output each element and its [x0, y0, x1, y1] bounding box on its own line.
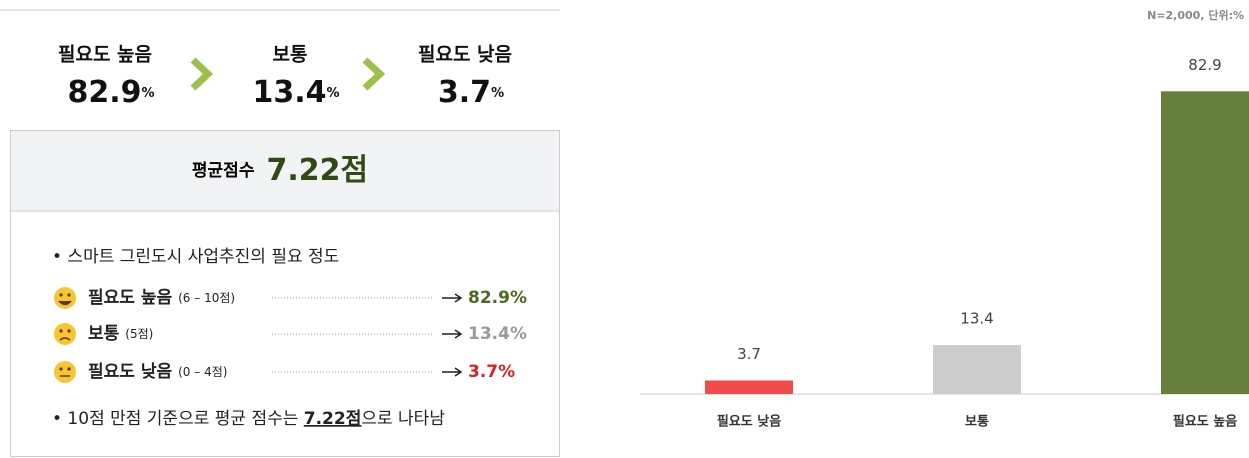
summary-number: 3.7 [438, 75, 491, 110]
data-label: 82.9 [1188, 56, 1221, 74]
emoji-mouth [58, 300, 72, 306]
summary-unit: % [142, 86, 155, 101]
summary-value: 82.9% [67, 75, 154, 110]
list-range: (6 – 10점) [178, 291, 235, 305]
chevron [362, 57, 386, 91]
emoji-eye [59, 367, 63, 371]
x-tick-label: 필요도 높음 [1173, 414, 1237, 430]
summary-unit: % [327, 86, 340, 101]
data-label: 3.7 [737, 345, 761, 363]
summary-value: 3.7% [438, 75, 504, 110]
summary-value: 13.4% [252, 75, 339, 110]
list-heading: • 스마트 그린도시 사업추진의 필요 정도 [52, 247, 339, 267]
emoji-eye [67, 367, 71, 371]
emoji-eye [59, 329, 63, 333]
list-result: 3.7% [468, 362, 515, 382]
arrow [442, 293, 463, 303]
x-tick-label: 필요도 낮음 [717, 414, 781, 430]
list-result: 13.4% [468, 324, 527, 344]
x-tick-label: 보통 [965, 415, 989, 430]
list-label: 필요도 높음 (6 – 10점) [88, 288, 235, 308]
data-label: 13.4 [960, 310, 993, 328]
list-range: (0 – 4점) [178, 365, 227, 379]
list-name: 보통 [88, 324, 120, 344]
list-range: (5점) [125, 327, 153, 341]
list-label: 보통 (5점) [88, 324, 153, 344]
average-label: 평균점수 [192, 161, 255, 181]
emoji-mouth [59, 337, 71, 341]
summary-unit: % [491, 86, 504, 101]
panel-header [11, 131, 559, 211]
arrow [442, 367, 463, 377]
list-name: 필요도 높음 [88, 288, 172, 308]
summary-label: 필요도 낮음 [418, 44, 512, 66]
arrow [442, 329, 463, 339]
summary-number: 82.9 [67, 75, 141, 110]
emoji [54, 287, 76, 309]
sentence: • 10점 만점 기준으로 평균 점수는 7.22점으로 나타남 [52, 409, 445, 429]
chart-note: N=2,000, 단위:% [1147, 8, 1244, 22]
sentence-text: • 10점 만점 기준으로 평균 점수는 [52, 409, 304, 429]
summary-label: 필요도 높음 [58, 44, 152, 66]
sentence-highlight: 7.22점 [304, 409, 362, 429]
list-result: 82.9% [468, 288, 527, 308]
emoji-eye [67, 293, 71, 297]
average: 평균점수 7.22점 [192, 153, 368, 188]
chevron [190, 57, 214, 91]
emoji [54, 323, 76, 345]
list-label: 필요도 낮음 (0 – 4점) [88, 362, 227, 382]
sentence-text: 으로 나타남 [361, 409, 445, 429]
emoji [54, 361, 76, 383]
emoji-eye [59, 293, 63, 297]
summary-number: 13.4 [252, 75, 326, 110]
summary-label: 보통 [273, 44, 308, 66]
list-name: 필요도 낮음 [88, 362, 172, 382]
bar [1161, 91, 1249, 394]
bar [933, 345, 1021, 394]
average-value: 7.22점 [266, 153, 368, 188]
bar [705, 380, 793, 394]
emoji-eye [67, 329, 71, 333]
